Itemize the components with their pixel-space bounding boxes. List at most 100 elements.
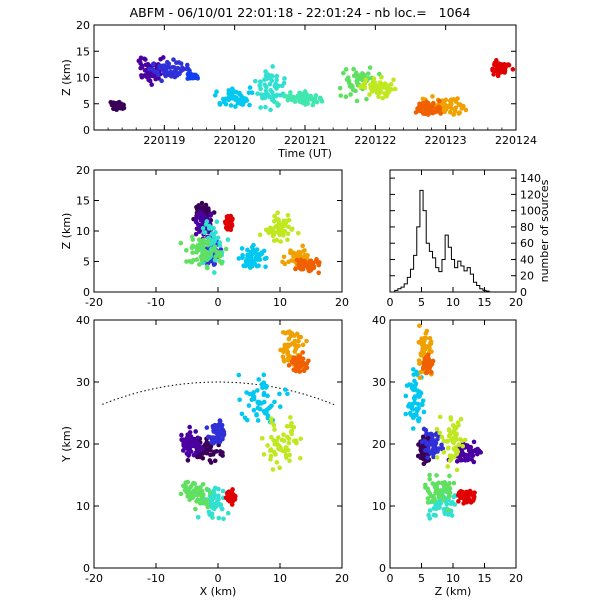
source-point: [274, 460, 280, 465]
source-point: [139, 74, 145, 80]
source-point: [250, 396, 256, 402]
source-point: [293, 439, 299, 444]
source-point: [467, 488, 473, 494]
source-point: [496, 61, 502, 66]
source-point: [470, 498, 476, 503]
source-point: [427, 516, 433, 521]
source-point: [496, 70, 502, 76]
y-tick-label: 5: [83, 256, 90, 269]
source-point: [445, 446, 451, 451]
source-point: [164, 59, 170, 65]
source-point: [277, 465, 283, 471]
source-point: [280, 259, 285, 265]
source-point: [196, 222, 202, 228]
source-point: [456, 423, 461, 428]
y-axis-label: Z (km): [60, 213, 73, 250]
source-point: [300, 356, 306, 362]
source-point: [184, 451, 190, 456]
source-point: [182, 487, 188, 493]
source-point: [427, 472, 432, 478]
source-point: [213, 230, 218, 235]
source-point: [275, 435, 281, 440]
source-point: [185, 66, 191, 71]
source-point: [270, 467, 276, 472]
source-point: [424, 431, 429, 437]
source-point: [385, 85, 391, 90]
x-tick-label: 220124: [495, 134, 537, 147]
source-point: [337, 85, 343, 91]
source-point: [190, 489, 196, 495]
source-point: [443, 103, 448, 109]
source-point: [209, 231, 215, 237]
source-point: [302, 253, 308, 259]
source-point: [445, 507, 451, 513]
figure-title: ABFM - 06/10/01 22:01:18 - 22:01:24 - nb…: [130, 5, 471, 20]
source-point: [225, 497, 231, 502]
source-point: [155, 72, 161, 78]
source-point: [192, 481, 198, 486]
source-point: [278, 223, 284, 229]
y-tick-label: 30: [372, 376, 386, 389]
source-point: [458, 454, 463, 460]
source-point: [418, 445, 424, 450]
source-point: [442, 486, 447, 491]
source-point: [421, 461, 427, 467]
x-axis-label: Time (UT): [277, 147, 332, 160]
source-point: [217, 418, 223, 424]
source-point: [451, 480, 457, 486]
source-point: [178, 61, 184, 66]
source-point: [189, 493, 195, 498]
source-point: [381, 85, 386, 90]
source-point: [189, 75, 195, 80]
source-point: [234, 89, 239, 95]
source-point: [298, 436, 304, 442]
plot-frame: [93, 169, 343, 293]
source-point: [435, 490, 441, 495]
source-point: [423, 335, 429, 341]
source-point: [254, 412, 259, 418]
source-point: [410, 426, 416, 431]
source-point: [432, 498, 437, 504]
source-point: [461, 103, 466, 109]
source-point: [446, 433, 452, 439]
source-point: [234, 95, 239, 101]
source-point: [365, 71, 371, 76]
source-point: [474, 451, 480, 457]
source-point: [197, 501, 203, 506]
source-point: [228, 103, 234, 108]
source-point: [203, 222, 209, 227]
source-point: [163, 73, 169, 79]
source-point: [273, 452, 278, 457]
source-point: [431, 454, 436, 460]
source-point: [263, 264, 268, 270]
source-point: [219, 261, 225, 266]
plot-frame: [389, 169, 517, 293]
source-point: [288, 90, 293, 95]
source-point: [172, 65, 177, 70]
source-point: [256, 377, 262, 382]
source-point: [111, 106, 117, 111]
source-point: [204, 239, 210, 245]
source-point: [423, 357, 428, 362]
source-point: [201, 237, 206, 243]
source-point: [456, 499, 461, 504]
source-point: [437, 98, 442, 104]
source-point: [425, 488, 431, 494]
source-point: [194, 490, 200, 496]
source-point: [261, 392, 267, 398]
source-point: [217, 102, 223, 107]
source-point: [204, 250, 209, 255]
source-point: [429, 449, 434, 455]
source-point: [204, 264, 210, 269]
source-point: [217, 254, 223, 259]
source-point: [298, 360, 304, 365]
source-point: [271, 422, 277, 428]
source-point: [184, 259, 189, 264]
source-point: [167, 72, 173, 78]
source-point: [418, 455, 423, 461]
source-point: [425, 455, 430, 460]
source-point: [425, 500, 431, 505]
x-z-panel: -20 -10 0 10 20 0 5 10 15 20 Z (km): [60, 164, 349, 309]
source-point: [190, 250, 195, 255]
